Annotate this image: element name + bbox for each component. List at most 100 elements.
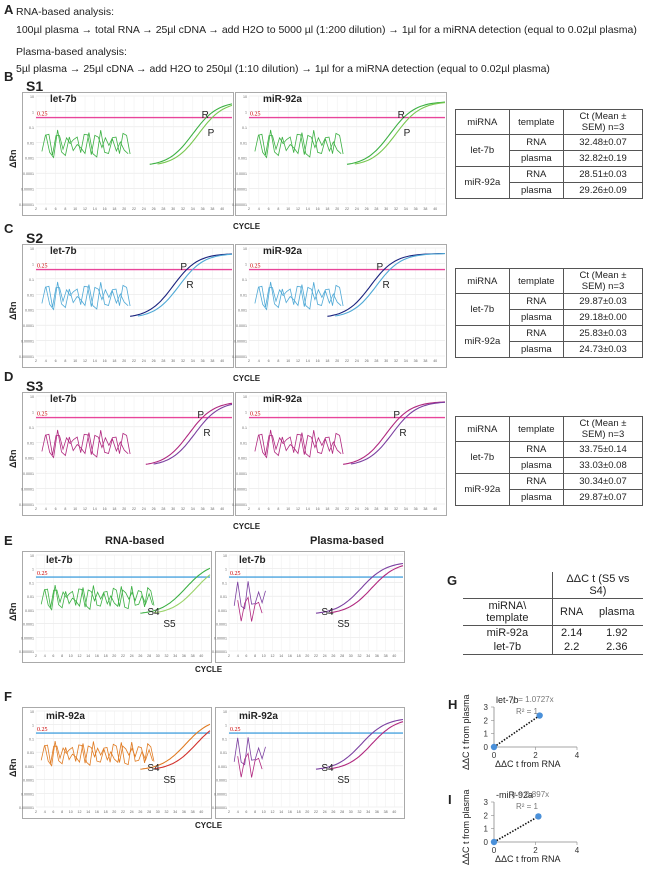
plot-frame	[235, 92, 447, 216]
plot-title-right: miR-92a	[263, 246, 302, 257]
y-tick-label: 0.0001	[23, 623, 34, 627]
x-tick-label: 22	[132, 507, 136, 511]
curve-label: R	[186, 280, 194, 291]
x-tick-label: 24	[142, 207, 146, 211]
ddct-col2: plasma	[590, 598, 643, 626]
noise-trace	[45, 281, 129, 311]
amplification-curve	[335, 253, 446, 317]
x-tick-label: 18	[112, 359, 116, 363]
mirna-cell: let-7b	[455, 293, 510, 326]
amplification-curve	[140, 723, 211, 770]
data-point	[536, 712, 543, 719]
x-tick-label: 10	[286, 507, 290, 511]
y-tick-label: 0.0001	[23, 472, 34, 476]
x-tick-label: 12	[78, 654, 82, 658]
ddct-col1: RNA	[551, 598, 591, 626]
y-tick-label: 0.01	[27, 751, 34, 755]
y-tick-label: 0.1	[242, 278, 247, 282]
y-tick-label: 0.01	[27, 595, 34, 599]
x-tick-label: 22	[314, 810, 318, 814]
table-header: Ct (Mean ± SEM) n=3	[563, 416, 643, 442]
panel-label-a: A	[4, 2, 14, 17]
x-tick-label: 14	[306, 359, 310, 363]
plot-frame	[22, 707, 212, 819]
table-header: template	[508, 109, 565, 135]
panel-label: F	[4, 689, 12, 704]
table-row: let-7b RNA 33.75±0.14	[455, 441, 643, 474]
x-tick-label: 14	[93, 359, 97, 363]
x-tick-label: 10	[73, 359, 77, 363]
x-tick-label: 16	[316, 507, 320, 511]
x-tick-label: 40	[392, 810, 396, 814]
y-tick-label: 0.0001	[23, 324, 34, 328]
x-tick-label: 20	[305, 654, 309, 658]
x-tick-label: 4	[575, 846, 580, 855]
x-tick-label: 4	[258, 207, 260, 211]
x-tick-label: 14	[279, 654, 283, 658]
x-tick-label: 12	[296, 507, 300, 511]
x-tick-label: 14	[306, 507, 310, 511]
x-tick-label: 38	[210, 207, 214, 211]
ct-cell: 33.75±0.14	[563, 441, 643, 458]
y-tick-label: 0.0001	[23, 172, 34, 176]
y-tick-label: 0.01	[240, 441, 247, 445]
x-tick-label: 22	[121, 810, 125, 814]
x-tick-label: 8	[277, 507, 279, 511]
template-cell: plasma	[508, 182, 565, 199]
y-tick-label: 0.000001	[232, 355, 247, 359]
amplification-curve	[140, 567, 211, 614]
x-tick-label: 8	[277, 207, 279, 211]
y-tick-label: 0.00001	[234, 488, 247, 492]
x-tick-label: 38	[423, 359, 427, 363]
x-tick-label: 20	[122, 507, 126, 511]
x-tick-label: 24	[130, 810, 134, 814]
y-tick-label: 0.00001	[21, 636, 34, 640]
x-axis-label: CYCLE	[195, 821, 223, 830]
x-tick-label: 40	[433, 207, 437, 211]
x-tick-label: 8	[61, 810, 63, 814]
x-tick-label: 36	[414, 507, 418, 511]
y-tick-label: 0.000001	[232, 503, 247, 507]
y-tick-label: 0.0001	[236, 172, 247, 176]
y-tick-label: 10	[30, 247, 34, 251]
y-tick-label: 0.01	[240, 293, 247, 297]
plot-frame	[22, 392, 234, 516]
x-tick-label: 10	[286, 207, 290, 211]
x-tick-label: 24	[323, 810, 327, 814]
y-tick-label: 0.1	[242, 426, 247, 430]
x-tick-label: 16	[103, 507, 107, 511]
table-header: template	[508, 416, 565, 442]
panel-label: E	[4, 533, 13, 548]
table-row: plasma 24.73±0.03	[456, 341, 643, 358]
y-tick-label: 0.01	[240, 141, 247, 145]
x-tick-label: 14	[93, 207, 97, 211]
y-axis-label: ΔRn	[8, 602, 18, 621]
y-tick-label: 1	[225, 724, 227, 728]
amplification-curve	[343, 401, 446, 465]
x-tick-label: 4	[258, 507, 260, 511]
plot-title-left: let-7b	[50, 394, 77, 405]
curve-label: R	[397, 110, 405, 121]
x-tick-label: 34	[191, 207, 195, 211]
mirna-cell: let-7b	[455, 441, 510, 474]
amplification-curve	[157, 104, 233, 165]
table-header: miRNA	[455, 109, 510, 135]
ct-table: miRNA template Ct (Mean ± SEM) n=3 let-7b RN…	[455, 268, 643, 358]
x-tick-label: 20	[335, 207, 339, 211]
x-tick-label: 24	[355, 507, 359, 511]
x-tick-label: 4	[44, 654, 46, 658]
ct-cell: 32.48±0.07	[563, 134, 643, 151]
trend-equation: y = 1.0727x	[512, 695, 554, 704]
y-tick-label: 0.01	[220, 751, 227, 755]
threshold-label: 0.25	[37, 571, 48, 577]
x-tick-label: 12	[296, 359, 300, 363]
ddct-mirna: miR-92a	[486, 627, 529, 639]
x-tick-label: 8	[64, 359, 66, 363]
table-header: Ct (Mean ± SEM) n=3	[563, 109, 643, 135]
noise-trace	[233, 581, 266, 610]
y-tick-label: 0.00001	[234, 340, 247, 344]
x-tick-label: 18	[325, 507, 329, 511]
noise-trace	[258, 129, 342, 159]
